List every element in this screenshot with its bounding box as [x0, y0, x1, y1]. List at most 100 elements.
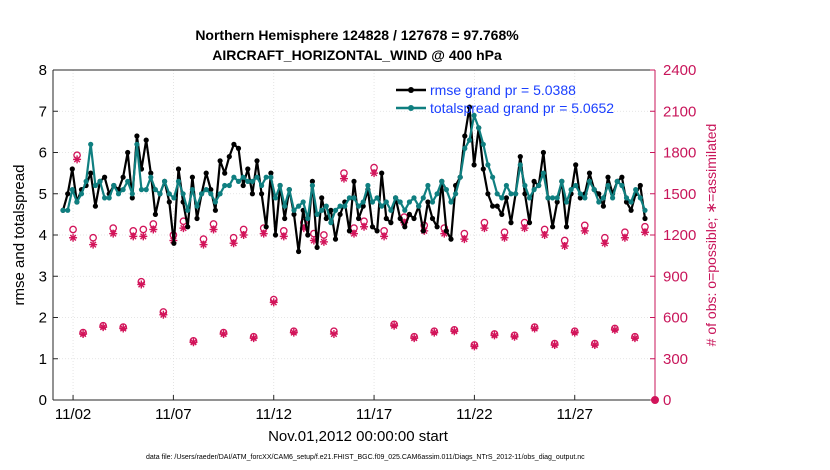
obs-assimilated-marker	[139, 232, 148, 241]
obs-assimilated-marker	[610, 325, 619, 334]
totalspread-point	[171, 195, 177, 201]
totalspread-point	[526, 195, 533, 201]
rmse-point	[102, 174, 108, 180]
totalspread-point	[342, 203, 348, 209]
obs-assimilated-marker	[410, 334, 419, 343]
obs-assimilated-marker	[520, 224, 529, 233]
totalspread-point	[623, 195, 630, 201]
totalspread-point	[134, 141, 140, 147]
chart-title-line1: Northern Hemisphere 124828 / 127678 = 97…	[195, 27, 519, 43]
obs-assimilated-marker	[89, 240, 98, 249]
totalspread-point	[268, 174, 274, 180]
rmse-point	[485, 191, 491, 197]
totalspread-point	[550, 195, 556, 201]
totalspread-point	[642, 207, 648, 213]
totalspread-point	[337, 203, 343, 209]
totalspread-point	[429, 199, 436, 205]
totalspread-point	[115, 191, 122, 197]
rmse-point	[148, 170, 154, 176]
totalspread-point	[106, 195, 112, 201]
rmse-point	[374, 228, 380, 234]
totalspread-point	[425, 182, 431, 189]
totalspread-point	[222, 182, 228, 189]
rmse-point	[540, 149, 547, 156]
rmse-point	[272, 232, 279, 238]
totalspread-point	[319, 207, 325, 213]
y-tick-label-right: 1800	[663, 145, 696, 162]
obs-assimilated-marker	[219, 330, 228, 338]
totalspread-point	[360, 199, 366, 205]
totalspread-point	[420, 195, 426, 201]
rmse-point	[586, 170, 593, 176]
totalspread-point	[517, 162, 523, 168]
obs-assimilated-marker	[279, 232, 288, 241]
totalspread-point	[152, 187, 158, 193]
y-tick-label-left: 5	[39, 186, 47, 203]
rmse-point	[420, 228, 426, 234]
obs-assimilated-marker	[500, 233, 509, 242]
y-tick-label-right: 1200	[663, 227, 696, 244]
totalspread-point	[485, 162, 491, 168]
totalspread-point	[453, 191, 459, 197]
rmse-point	[166, 199, 172, 205]
totalspread-point	[379, 203, 385, 209]
totalspread-point	[226, 182, 232, 189]
rmse-point	[448, 236, 454, 242]
y-tick-label-right: 2100	[663, 103, 696, 120]
rmse-point	[185, 224, 191, 230]
y-tick-label-right: 900	[663, 268, 688, 285]
rmse-point	[466, 104, 473, 110]
rmse-point	[360, 203, 366, 209]
totalspread-point	[388, 207, 394, 213]
rmse-point	[305, 232, 311, 238]
rmse-point	[263, 224, 269, 230]
chart-title-line2: AIRCRAFT_HORIZONTAL_WIND @ 400 hPa	[212, 47, 502, 63]
obs-assimilated-marker	[430, 328, 439, 337]
totalspread-point	[323, 203, 329, 209]
obs-assimilated-marker	[199, 240, 208, 249]
totalspread-point	[259, 182, 265, 189]
obs-assimilated-marker	[570, 328, 579, 337]
rmse-point	[189, 174, 195, 180]
totalspread-point	[212, 199, 218, 205]
totalspread-point	[65, 207, 71, 213]
left-ticks: 0 1 2 3 4 5 6 7 8	[39, 62, 58, 409]
totalspread-point	[97, 178, 103, 184]
totalspread-point	[194, 203, 200, 209]
totalspread-point	[166, 191, 172, 197]
obs-assimilated-marker	[620, 233, 629, 242]
rmse-point	[309, 178, 315, 184]
totalspread-point	[328, 220, 334, 226]
totalspread-point	[249, 178, 255, 184]
rmse-point	[577, 195, 583, 201]
totalspread-point	[439, 178, 445, 184]
rmse-point	[425, 199, 431, 205]
totalspread-point	[536, 182, 542, 189]
series-lines	[60, 104, 648, 255]
rmse-point	[522, 191, 528, 197]
rmse-point	[434, 224, 440, 230]
totalspread-point	[129, 191, 135, 197]
totalspread-point	[88, 141, 94, 147]
totalspread-point	[619, 182, 625, 189]
rmse-point	[125, 149, 131, 156]
rmse-point	[171, 240, 177, 246]
rmse-point	[152, 211, 158, 217]
totalspread-point	[591, 187, 597, 193]
totalspread-point	[490, 174, 496, 180]
rmse-point	[203, 170, 209, 176]
obs-assimilated-marker	[129, 232, 138, 241]
y-tick-label-left: 7	[39, 103, 47, 120]
totalspread-point	[457, 174, 463, 180]
legend: rmse grand pr = 5.0388 totalspread grand…	[396, 82, 614, 116]
y-axis-label-left: rmse and totalspread	[11, 165, 28, 306]
x-tick-label: 11/12	[256, 406, 292, 423]
obs-assimilated-marker	[640, 228, 649, 237]
rmse-point	[402, 224, 408, 230]
totalspread-point	[596, 199, 602, 205]
rmse-point	[217, 158, 223, 164]
obs-assimilated-marker	[630, 334, 639, 343]
rmse-point	[143, 137, 149, 143]
obs-assimilated-marker	[209, 225, 218, 234]
right-ticks: 0 300 600 900 1200 1500 1800 2100 2400	[650, 62, 696, 409]
